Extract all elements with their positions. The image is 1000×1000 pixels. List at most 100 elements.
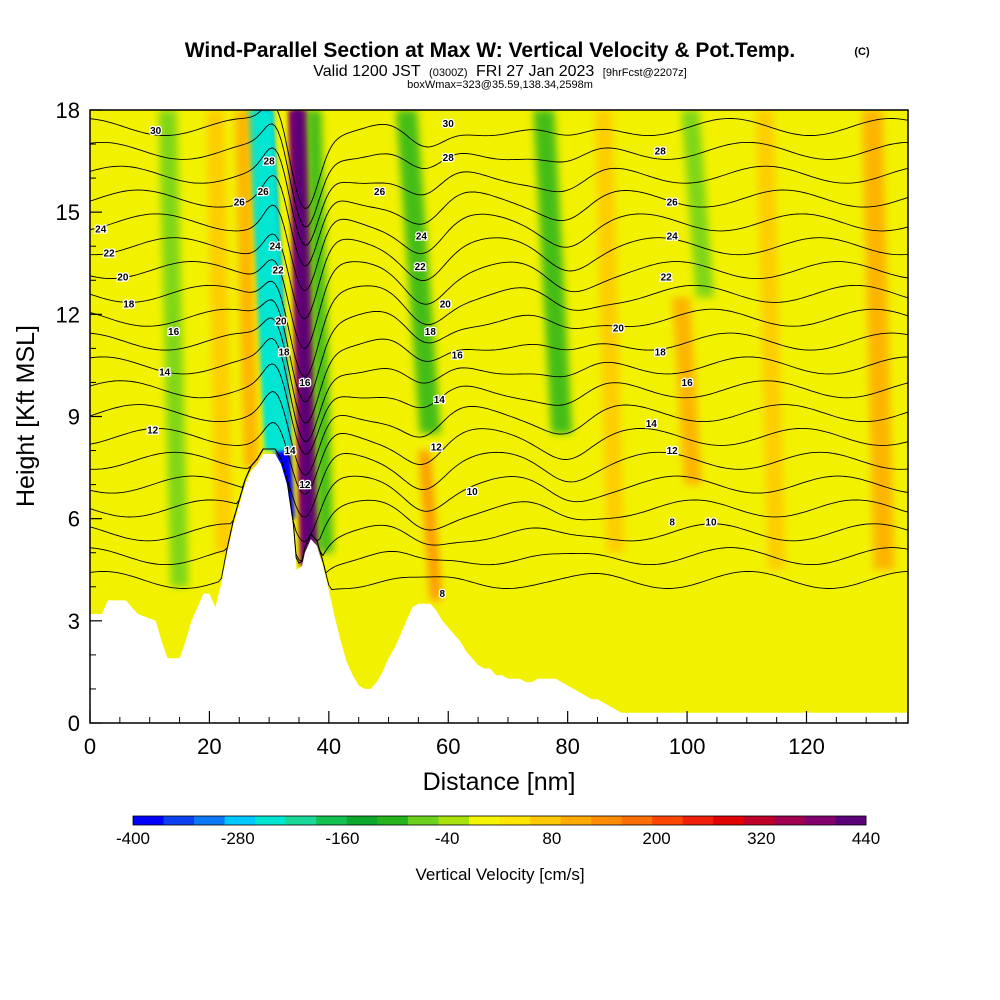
colorbar-swatch: [499, 816, 531, 825]
chart-subtitle: Valid 1200 JST (0300Z) FRI 27 Jan 2023 […: [313, 63, 686, 80]
colorbar-label: Vertical Velocity [cm/s]: [415, 865, 584, 884]
colorbar-swatch: [713, 816, 745, 825]
theta-contour: [90, 337, 908, 442]
x-tick-label: 120: [788, 734, 825, 759]
colorbar-swatch: [560, 816, 592, 825]
contour-label: 16: [168, 327, 180, 338]
y-tick-label: 3: [68, 609, 80, 634]
contour-label: 26: [258, 187, 270, 198]
contour-label: 8: [669, 518, 675, 529]
contour-label: 14: [646, 419, 658, 430]
y-tick-label: 9: [68, 405, 80, 430]
colorbar-swatch: [163, 816, 195, 825]
subtitle-valid: Valid 1200 JST: [313, 63, 421, 80]
y-axis-label: Height [Kft MSL]: [12, 325, 40, 507]
contour-label: 28: [655, 146, 667, 157]
contour-label: 26: [234, 197, 246, 208]
contour-label: 16: [682, 378, 694, 389]
colorbar: -400 -280 -160 -40 80 200 320 440: [116, 815, 880, 848]
colorbar-tick-label: -280: [221, 829, 255, 848]
contour-label: 18: [425, 327, 437, 338]
copyright-mark: (C): [854, 46, 870, 58]
theta-contour: [90, 280, 908, 378]
colorbar-swatch: [468, 816, 500, 825]
contour-label: 16: [452, 351, 464, 362]
velocity-feature: [418, 450, 443, 601]
contour-label: 22: [415, 262, 427, 273]
subtitle-date: FRI 27 Jan 2023: [476, 63, 594, 80]
velocity-feature: [533, 110, 573, 434]
contour-label: 28: [264, 157, 276, 168]
theta-contour: [90, 110, 908, 210]
y-tick-label: 0: [68, 711, 80, 736]
colorbar-swatch: [407, 816, 439, 825]
subtitle-utc: (0300Z): [429, 67, 468, 79]
colorbar-swatch: [682, 816, 714, 825]
x-tick-label: 60: [436, 734, 460, 759]
colorbar-tick-label: 200: [642, 829, 670, 848]
contour-label: 22: [273, 266, 285, 277]
colorbar-frame: [132, 815, 867, 826]
y-tick-label: 15: [56, 200, 80, 225]
contour-label: 22: [104, 249, 116, 260]
colorbar-swatch: [255, 816, 287, 825]
chart-title: Wind-Parallel Section at Max W: Vertical…: [185, 39, 796, 62]
contour-label: 18: [278, 347, 290, 358]
colorbar-swatch: [346, 816, 378, 825]
contour-label: 24: [667, 232, 679, 243]
theta-contour: [90, 259, 908, 350]
theta-contour: [90, 448, 908, 564]
theta-contour: [90, 123, 908, 228]
velocity-feature: [681, 110, 714, 298]
plot-area: 30 26 24 22 20 18 16 14 12 28 26 24 22 20 18 14 16 12 30 28…: [90, 110, 908, 723]
contour-label: 22: [661, 272, 673, 283]
colorbar-tick-label: 320: [747, 829, 775, 848]
colorbar-swatch: [591, 816, 623, 825]
x-tick-label: 0: [84, 734, 96, 759]
colorbar-swatch: [530, 816, 561, 825]
contour-label: 24: [416, 232, 428, 243]
contour-label: 28: [443, 153, 455, 164]
contour-label: 20: [440, 300, 452, 311]
colorbar-tick-label: -40: [435, 829, 460, 848]
colorbar-swatch: [743, 816, 775, 825]
velocity-feature: [594, 110, 625, 553]
theta-contour: [90, 299, 908, 403]
velocity-feature: [672, 297, 703, 485]
contour-label: 20: [613, 323, 625, 334]
y-tick-label: 12: [56, 302, 80, 327]
theta-contour: [90, 448, 908, 574]
velocity-feature: [755, 110, 786, 570]
contour-label: 30: [150, 126, 162, 137]
contour-label: 18: [655, 347, 667, 358]
theta-contour: [90, 147, 908, 246]
colorbar-swatch: [804, 816, 836, 825]
velocity-feature: [861, 110, 895, 570]
contour-label: 14: [434, 395, 446, 406]
theta-contour: [90, 391, 908, 476]
contour-labels: 30 26 24 22 20 18 16 14 12 28 26 24 22 20 18 14 16 12 30 28…: [94, 118, 718, 601]
box-info: boxWmax=323@35.59,138.34,2598m: [407, 79, 593, 91]
contour-label: 14: [284, 446, 296, 457]
colorbar-swatch: [774, 816, 806, 825]
colorbar-tick-label: -400: [116, 829, 150, 848]
colorbar-swatch: [835, 816, 867, 825]
velocity-core: [254, 110, 285, 451]
theta-contours: [90, 110, 908, 591]
contour-label: 12: [147, 426, 159, 437]
x-axis-label: Distance [nm]: [423, 768, 576, 796]
contour-label: 14: [159, 368, 171, 379]
theta-contour: [90, 363, 908, 455]
colorbar-tick-label: 80: [542, 829, 561, 848]
colorbar-swatch: [438, 816, 470, 825]
axes: 0 20 40 60 80 100 120 0 3 6 9 12 15 18: [56, 98, 897, 759]
contour-label: 12: [667, 446, 679, 457]
velocity-feature: [306, 110, 334, 553]
x-tick-label: 40: [317, 734, 341, 759]
colorbar-swatch: [621, 816, 653, 825]
theta-contour: [90, 448, 908, 591]
colorbar-swatch: [316, 816, 348, 825]
contour-label: 8: [439, 589, 445, 600]
